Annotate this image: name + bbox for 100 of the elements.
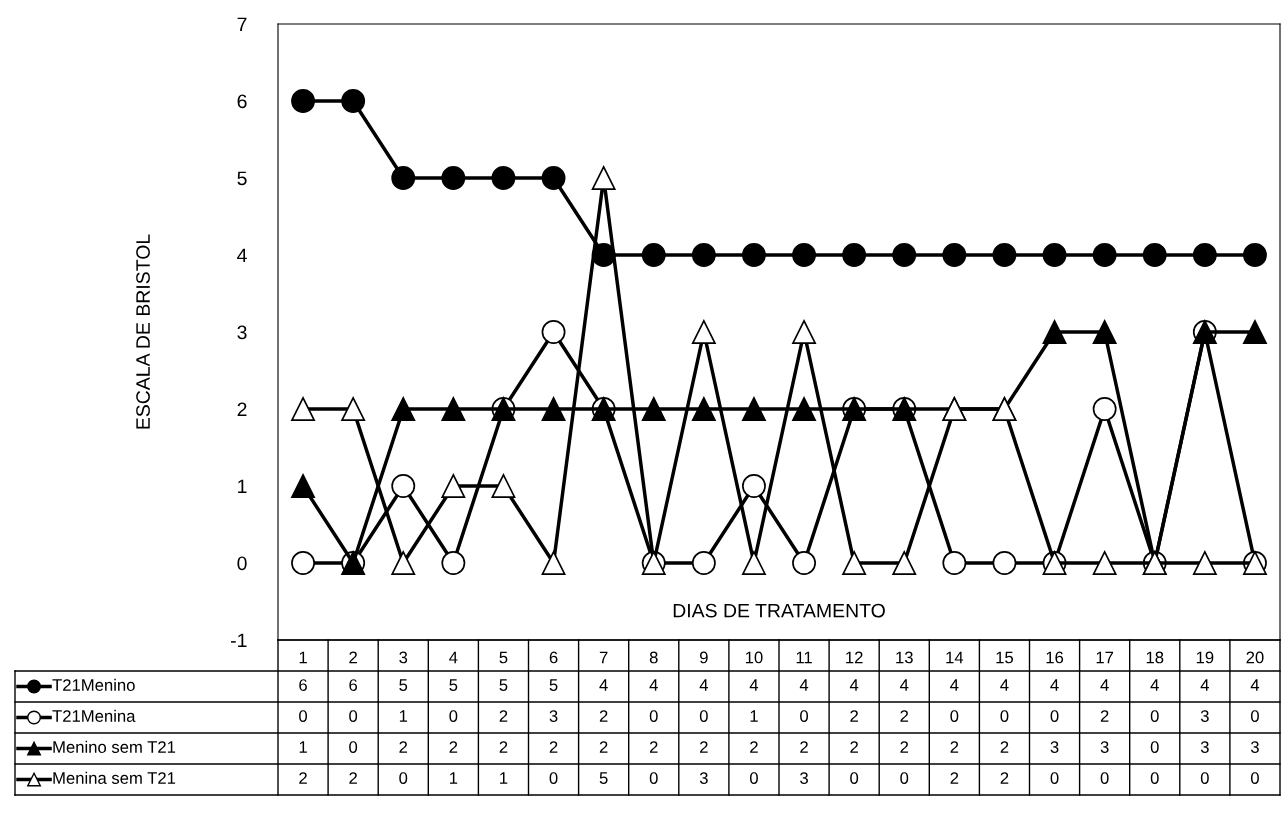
point <box>892 243 917 267</box>
data-label: 2 <box>800 741 808 753</box>
point <box>391 474 416 498</box>
point <box>842 551 867 575</box>
legend-label: Menina sem T21 <box>53 771 176 784</box>
y-tick-label: 7 <box>237 17 247 32</box>
data-label: 2 <box>750 741 758 753</box>
data-label: 3 <box>1100 741 1109 753</box>
point <box>641 243 666 267</box>
x-tick-label: 19 <box>1196 651 1214 664</box>
data-label: 0 <box>349 710 358 722</box>
point <box>1192 243 1217 267</box>
data-label: 1 <box>399 710 408 722</box>
data-label: 2 <box>900 710 909 722</box>
x-tick-label: 1 <box>299 651 307 664</box>
point <box>1243 243 1267 267</box>
point <box>291 397 315 421</box>
data-label: 6 <box>349 679 358 691</box>
data-label: 4 <box>950 679 959 691</box>
data-label: 5 <box>499 679 508 691</box>
point <box>1042 243 1067 267</box>
x-tick-label: 5 <box>499 651 508 664</box>
x-tick-label: 14 <box>946 651 964 664</box>
data-label: 4 <box>1100 679 1109 691</box>
x-tick-label: 6 <box>549 651 558 664</box>
y-tick-label: 6 <box>237 94 247 109</box>
data-label: 0 <box>649 772 658 784</box>
point <box>742 551 766 575</box>
x-tick-label: 10 <box>745 651 763 664</box>
data-label: 0 <box>1150 710 1159 722</box>
data-label: 0 <box>449 710 458 722</box>
x-tick-label: 4 <box>449 651 458 664</box>
data-label: 0 <box>1150 772 1159 784</box>
y-axis-title: ESCALA DE BRISTOL <box>136 234 150 429</box>
data-label: 5 <box>549 679 558 691</box>
data-label: 0 <box>749 772 758 784</box>
x-tick-label: 2 <box>349 651 357 664</box>
data-label: 0 <box>1100 772 1109 784</box>
data-label: 0 <box>900 772 909 784</box>
data-label: 0 <box>1250 710 1259 722</box>
point <box>441 474 466 498</box>
point <box>892 551 917 575</box>
point <box>641 397 666 421</box>
point <box>591 166 616 190</box>
point <box>291 474 315 498</box>
point <box>792 320 816 344</box>
data-label: 2 <box>900 741 909 753</box>
point <box>391 166 416 190</box>
data-label: 0 <box>1150 741 1159 753</box>
legend-label: T21Menino <box>52 678 135 691</box>
x-tick-label: 3 <box>399 651 408 664</box>
point <box>792 243 816 267</box>
point <box>792 397 816 421</box>
x-tick-label: 13 <box>896 651 913 664</box>
data-label: 4 <box>799 679 809 691</box>
data-label: 4 <box>1000 679 1009 691</box>
data-label: 4 <box>849 679 859 691</box>
data-label: 2 <box>1000 772 1009 784</box>
data-label: 2 <box>349 772 357 784</box>
point <box>942 243 967 267</box>
point <box>742 243 766 267</box>
x-tick-label: 17 <box>1096 651 1114 664</box>
point <box>1092 243 1117 267</box>
x-tick-label: 11 <box>796 651 812 664</box>
data-label: 2 <box>399 741 408 753</box>
x-tick-label: 7 <box>599 651 608 664</box>
data-label: 0 <box>950 710 959 722</box>
data-label: 2 <box>700 741 708 753</box>
data-label: 0 <box>1250 772 1259 784</box>
data-label: 6 <box>299 679 307 691</box>
data-label: 0 <box>800 710 809 722</box>
data-label: 4 <box>699 679 708 691</box>
point <box>441 397 466 421</box>
point <box>691 397 716 421</box>
data-label: 2 <box>499 741 508 753</box>
data-label: 3 <box>800 772 808 784</box>
x-tick-label: 8 <box>649 651 658 664</box>
point <box>992 243 1017 267</box>
point <box>1092 320 1117 344</box>
data-label: 3 <box>549 710 558 722</box>
data-label: 0 <box>299 710 308 722</box>
legend-label: T21Menina <box>52 709 136 722</box>
x-tick-label: 15 <box>996 651 1014 664</box>
data-label: 0 <box>349 741 358 753</box>
point <box>942 551 967 575</box>
data-label: 0 <box>1050 772 1059 784</box>
data-label: 4 <box>749 679 759 691</box>
y-tick-label: 0 <box>237 556 247 571</box>
data-label: 4 <box>599 679 608 691</box>
data-label: 2 <box>950 741 959 753</box>
data-label: 2 <box>299 772 307 784</box>
point <box>1192 551 1217 575</box>
data-label: 0 <box>699 710 708 722</box>
data-label: 4 <box>1050 679 1059 691</box>
data-label: 4 <box>1150 679 1159 691</box>
data-label: 0 <box>1050 710 1059 722</box>
point <box>742 474 766 498</box>
point <box>842 243 867 267</box>
legend-label: Menino sem T21 <box>53 740 176 753</box>
data-label: 4 <box>1250 679 1260 691</box>
